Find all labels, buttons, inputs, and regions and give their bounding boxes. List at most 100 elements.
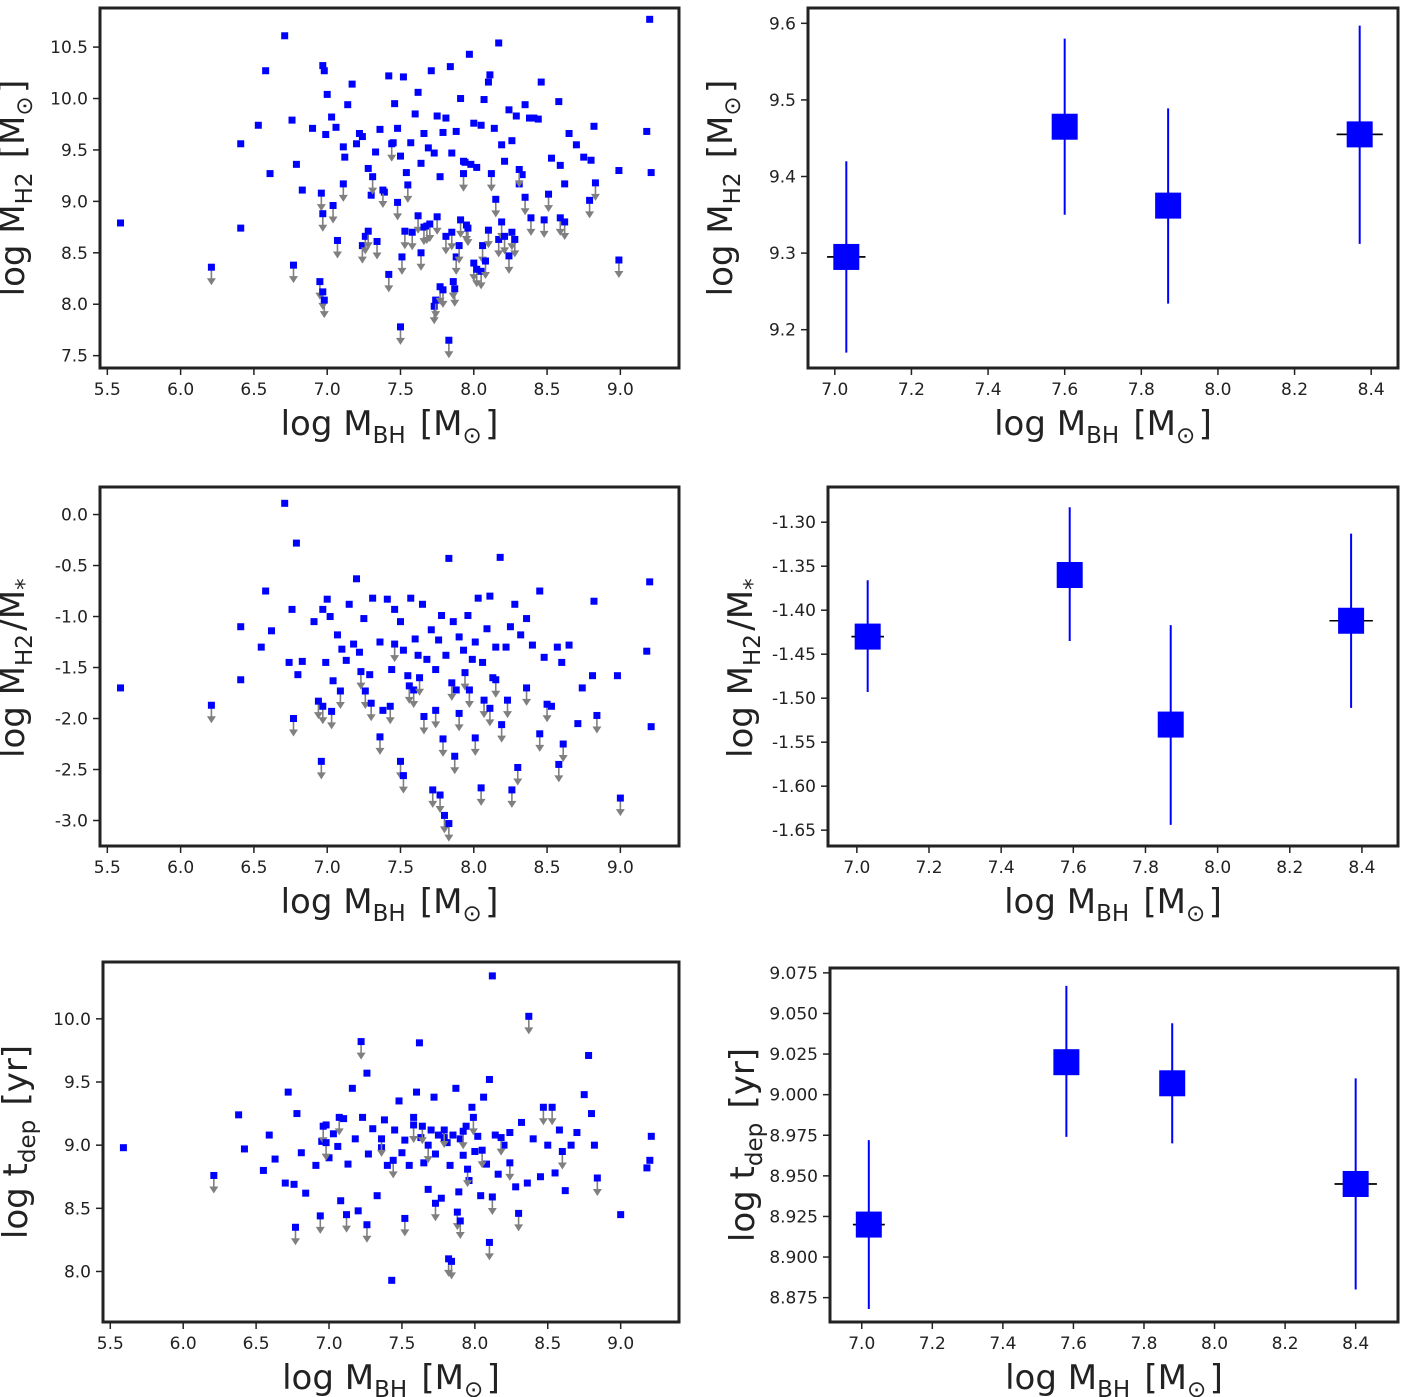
upper-limit-arrow <box>431 311 441 319</box>
x-tick-label: 8.0 <box>1204 380 1231 400</box>
data-point <box>567 1141 575 1149</box>
upper-limit-arrow <box>487 1207 497 1215</box>
x-axis-label: log MBH [M⊙ ] <box>1005 1358 1223 1397</box>
upper-limit-point <box>396 757 404 765</box>
upper-limit-arrow <box>375 747 385 755</box>
data-point <box>512 1183 520 1191</box>
y-tick-label: -1.45 <box>772 645 816 665</box>
upper-limit-point <box>558 1147 566 1155</box>
upper-limit-arrow <box>318 224 328 232</box>
upper-limit-point <box>396 323 404 331</box>
x-tick-label: 7.0 <box>314 380 341 400</box>
upper-limit-point <box>329 201 337 209</box>
upper-limit-arrow <box>464 700 474 708</box>
data-point <box>373 1192 381 1200</box>
upper-limit-point <box>473 265 481 273</box>
data-point <box>525 114 533 122</box>
bin-mean-marker <box>855 1211 882 1238</box>
data-point <box>298 657 306 665</box>
upper-limit-arrow <box>477 1161 487 1169</box>
upper-limit-point <box>358 242 366 250</box>
upper-limit-arrow <box>554 775 564 783</box>
upper-limit-point <box>445 820 453 828</box>
data-point <box>553 643 561 651</box>
data-point <box>448 149 456 157</box>
upper-limit-arrow <box>585 211 595 219</box>
data-point <box>407 139 415 147</box>
data-point <box>470 119 478 127</box>
upper-limit-point <box>361 687 369 695</box>
x-tick-label: 7.2 <box>919 1334 946 1354</box>
upper-limit-arrow <box>538 1118 548 1126</box>
y-axis-label: log MH2 [M⊙ ] <box>0 80 38 297</box>
upper-limit-arrow <box>398 786 408 794</box>
upper-limit-arrow <box>484 1253 494 1261</box>
x-tick-label: 6.0 <box>167 380 194 400</box>
data-point <box>442 114 450 122</box>
upper-limit-arrow <box>592 1189 602 1196</box>
data-point <box>492 643 500 651</box>
y-tick-label: -2.0 <box>55 710 88 730</box>
data-point <box>494 1170 502 1178</box>
data-point <box>537 78 545 86</box>
upper-limit-point <box>401 1214 409 1222</box>
upper-limit-point <box>399 772 407 780</box>
x-tick-label: 8.2 <box>1272 1334 1299 1354</box>
data-point <box>480 1093 488 1101</box>
data-point <box>414 88 422 96</box>
data-point <box>572 141 580 149</box>
data-point <box>292 160 300 168</box>
upper-limit-arrow <box>338 194 348 202</box>
upper-limit-arrow <box>288 276 298 284</box>
data-point <box>420 1159 428 1167</box>
upper-limit-arrow <box>472 280 482 288</box>
data-point <box>285 658 293 666</box>
data-point <box>350 640 358 648</box>
upper-limit-point <box>378 1135 386 1143</box>
upper-limit-arrow <box>415 688 425 696</box>
upper-limit-arrow <box>390 655 400 663</box>
upper-limit-arrow <box>416 263 426 271</box>
upper-limit-point <box>319 210 327 218</box>
data-point <box>521 101 529 109</box>
data-point <box>259 1166 267 1174</box>
data-point <box>271 1155 279 1163</box>
y-tick-label: 9.075 <box>769 964 818 984</box>
data-point <box>587 156 595 164</box>
upper-limit-arrow <box>432 227 442 235</box>
data-point <box>351 1135 359 1143</box>
data-point <box>391 1126 399 1134</box>
upper-limit-point <box>367 699 375 707</box>
x-tick-label: 6.5 <box>243 1334 270 1354</box>
upper-limit-arrow <box>419 727 429 735</box>
y-tick-label: 7.5 <box>61 347 88 367</box>
data-point <box>341 153 349 161</box>
y-tick-label: 8.925 <box>769 1207 818 1227</box>
upper-limit-arrow <box>438 300 448 308</box>
data-point <box>326 613 334 621</box>
x-axis-label: log MBH [M⊙ ] <box>1004 882 1222 927</box>
y-tick-label: 9.3 <box>769 244 796 264</box>
data-point <box>284 1088 292 1096</box>
data-point <box>523 615 531 623</box>
upper-limit-point <box>523 684 531 692</box>
data-point <box>528 641 536 649</box>
data-point <box>254 121 262 129</box>
data-point <box>359 1113 367 1121</box>
upper-limit-arrow <box>403 195 413 203</box>
x-tick-label: 7.6 <box>1060 858 1087 878</box>
upper-limit-point <box>391 640 399 648</box>
data-point <box>414 651 422 659</box>
x-tick-label: 8.4 <box>1358 380 1385 400</box>
bin-mean-marker <box>1342 1170 1369 1197</box>
data-point <box>345 600 353 608</box>
upper-limit-point <box>430 302 438 310</box>
data-point <box>471 1147 479 1155</box>
data-point <box>455 633 463 641</box>
upper-limit-arrow <box>319 311 329 319</box>
y-axis-label: log tdep [yr] <box>0 1045 41 1239</box>
y-tick-label: -1.60 <box>772 777 816 797</box>
y-tick-label: -0.5 <box>55 557 88 577</box>
data-point <box>399 73 407 81</box>
upper-limit-point <box>555 760 563 768</box>
